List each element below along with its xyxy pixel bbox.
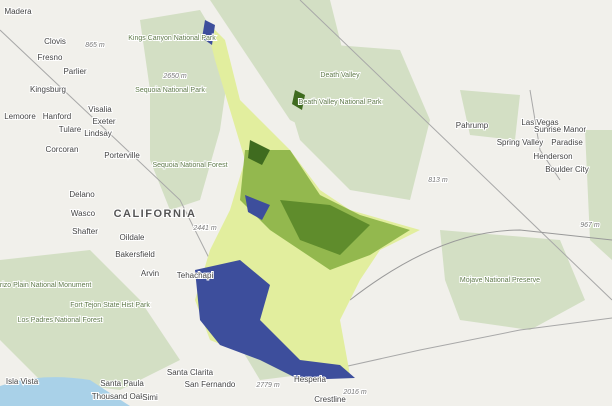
place-label: CALIFORNIA <box>114 208 197 220</box>
place-label: Las Vegas <box>521 118 558 127</box>
borders <box>0 0 612 371</box>
place-label: Oildale <box>120 233 145 242</box>
place-label: Crestline <box>314 395 346 404</box>
place-label: Sequoia National Forest <box>152 162 227 169</box>
data-overlay <box>195 20 420 380</box>
place-label: Santa Paula <box>100 379 144 388</box>
place-label: Visalia <box>88 105 112 114</box>
place-label: 813 m <box>428 177 448 184</box>
place-label: Tulare <box>59 125 82 134</box>
place-label: Lindsay <box>84 129 112 138</box>
place-label: 967 m <box>580 222 600 229</box>
place-label: 2016 m <box>342 389 367 396</box>
place-label: Sequoia National Park <box>135 87 205 94</box>
place-label: Sunrise Manor <box>534 125 586 134</box>
place-label: 2650 m <box>162 73 187 80</box>
place-label: Porterville <box>104 151 140 160</box>
place-label: Parlier <box>63 67 86 76</box>
place-label: Fort Tejon State Hist Park <box>70 302 150 309</box>
place-label: Shafter <box>72 227 98 236</box>
place-label: Kingsburg <box>30 85 66 94</box>
place-label: Los Padres National Forest <box>18 317 103 324</box>
place-label: Carrizo Plain National Monument <box>0 282 91 289</box>
place-label: Bakersfield <box>115 250 155 259</box>
place-label: Tehachapi <box>177 271 214 280</box>
place-label: Clovis <box>44 37 66 46</box>
place-label: Madera <box>4 7 32 16</box>
place-label: 2779 m <box>255 382 280 389</box>
place-label: Hanford <box>43 112 71 121</box>
place-label: Death Valley <box>320 72 360 79</box>
place-label: Isla Vista <box>6 377 39 386</box>
place-label: San Fernando <box>185 380 236 389</box>
place-label: Fresno <box>38 53 63 62</box>
place-label: 2441 m <box>192 225 217 232</box>
place-label: Mojave National Preserve <box>460 277 540 284</box>
place-label: Death Valley National Park <box>298 99 382 106</box>
place-label: Exeter <box>92 117 115 126</box>
place-label: Kings Canyon National Park <box>128 35 216 42</box>
place-label: Boulder City <box>545 165 589 174</box>
place-label: Lemoore <box>4 112 36 121</box>
place-label: Wasco <box>71 209 96 218</box>
place-label: Simi <box>142 393 158 402</box>
place-label: Paradise <box>551 138 583 147</box>
place-label: Henderson <box>533 152 572 161</box>
place-label: Santa Clarita <box>167 368 214 377</box>
place-label: Hesperia <box>294 375 327 384</box>
place-label: Thousand Oaks <box>92 392 148 401</box>
place-label: Spring Valley <box>497 138 544 147</box>
place-label: Corcoran <box>46 145 79 154</box>
place-label: 865 m <box>85 42 105 49</box>
place-label: Delano <box>69 190 95 199</box>
ocean <box>0 377 130 406</box>
place-label: Pahrump <box>456 121 489 130</box>
place-label: Arvin <box>141 269 159 278</box>
